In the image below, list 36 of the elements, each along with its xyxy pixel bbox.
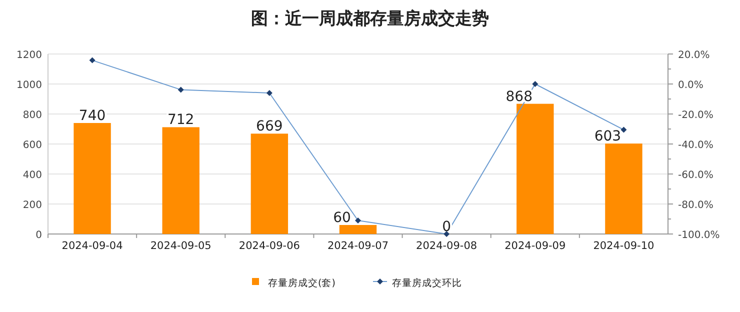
y2-tick-label: -80.0% bbox=[678, 200, 714, 211]
y-tick-label: 200 bbox=[22, 200, 42, 211]
y2-tick-label: -20.0% bbox=[678, 110, 714, 121]
x-tick-label: 2024-09-05 bbox=[150, 240, 212, 252]
bar bbox=[250, 134, 288, 234]
x-tick-label: 2024-09-10 bbox=[593, 240, 654, 252]
data-label: 740 bbox=[78, 108, 106, 124]
chart-title: 图：近一周成都存量房成交走势 bbox=[251, 9, 489, 29]
bar bbox=[74, 123, 111, 234]
legend-label: 存量房成交(套) bbox=[268, 277, 336, 289]
x-tick-label: 2024-09-04 bbox=[62, 240, 124, 252]
data-label: 669 bbox=[256, 118, 283, 135]
y-tick-label: 400 bbox=[22, 170, 42, 181]
data-label: 60 bbox=[333, 210, 351, 226]
y-tick-label: 0 bbox=[36, 230, 42, 241]
y-tick-label: 800 bbox=[22, 110, 42, 121]
y2-tick-label: -100.0% bbox=[678, 230, 720, 241]
x-tick-label: 2024-09-07 bbox=[327, 240, 389, 252]
y-tick-label: 1000 bbox=[16, 80, 42, 91]
y2-tick-label: -40.0% bbox=[678, 140, 714, 151]
bar bbox=[516, 104, 554, 234]
x-tick-label: 2024-09-06 bbox=[238, 240, 300, 252]
y-tick-label: 1200 bbox=[16, 50, 42, 61]
y2-tick-label: 0.0% bbox=[678, 80, 704, 91]
data-label: 712 bbox=[167, 112, 194, 128]
data-label: 0 bbox=[442, 219, 452, 235]
x-tick-label: 2024-09-08 bbox=[416, 240, 478, 252]
bar bbox=[162, 127, 200, 234]
y2-tick-label: -60.0% bbox=[678, 170, 714, 181]
bar bbox=[605, 144, 642, 234]
y-tick-label: 600 bbox=[22, 140, 42, 151]
bar bbox=[339, 225, 377, 234]
legend-label: 存量房成交环比 bbox=[392, 277, 462, 289]
y2-tick-label: 20.0% bbox=[678, 50, 710, 61]
data-label: 603 bbox=[594, 128, 622, 145]
x-tick-label: 2024-09-09 bbox=[504, 240, 566, 252]
